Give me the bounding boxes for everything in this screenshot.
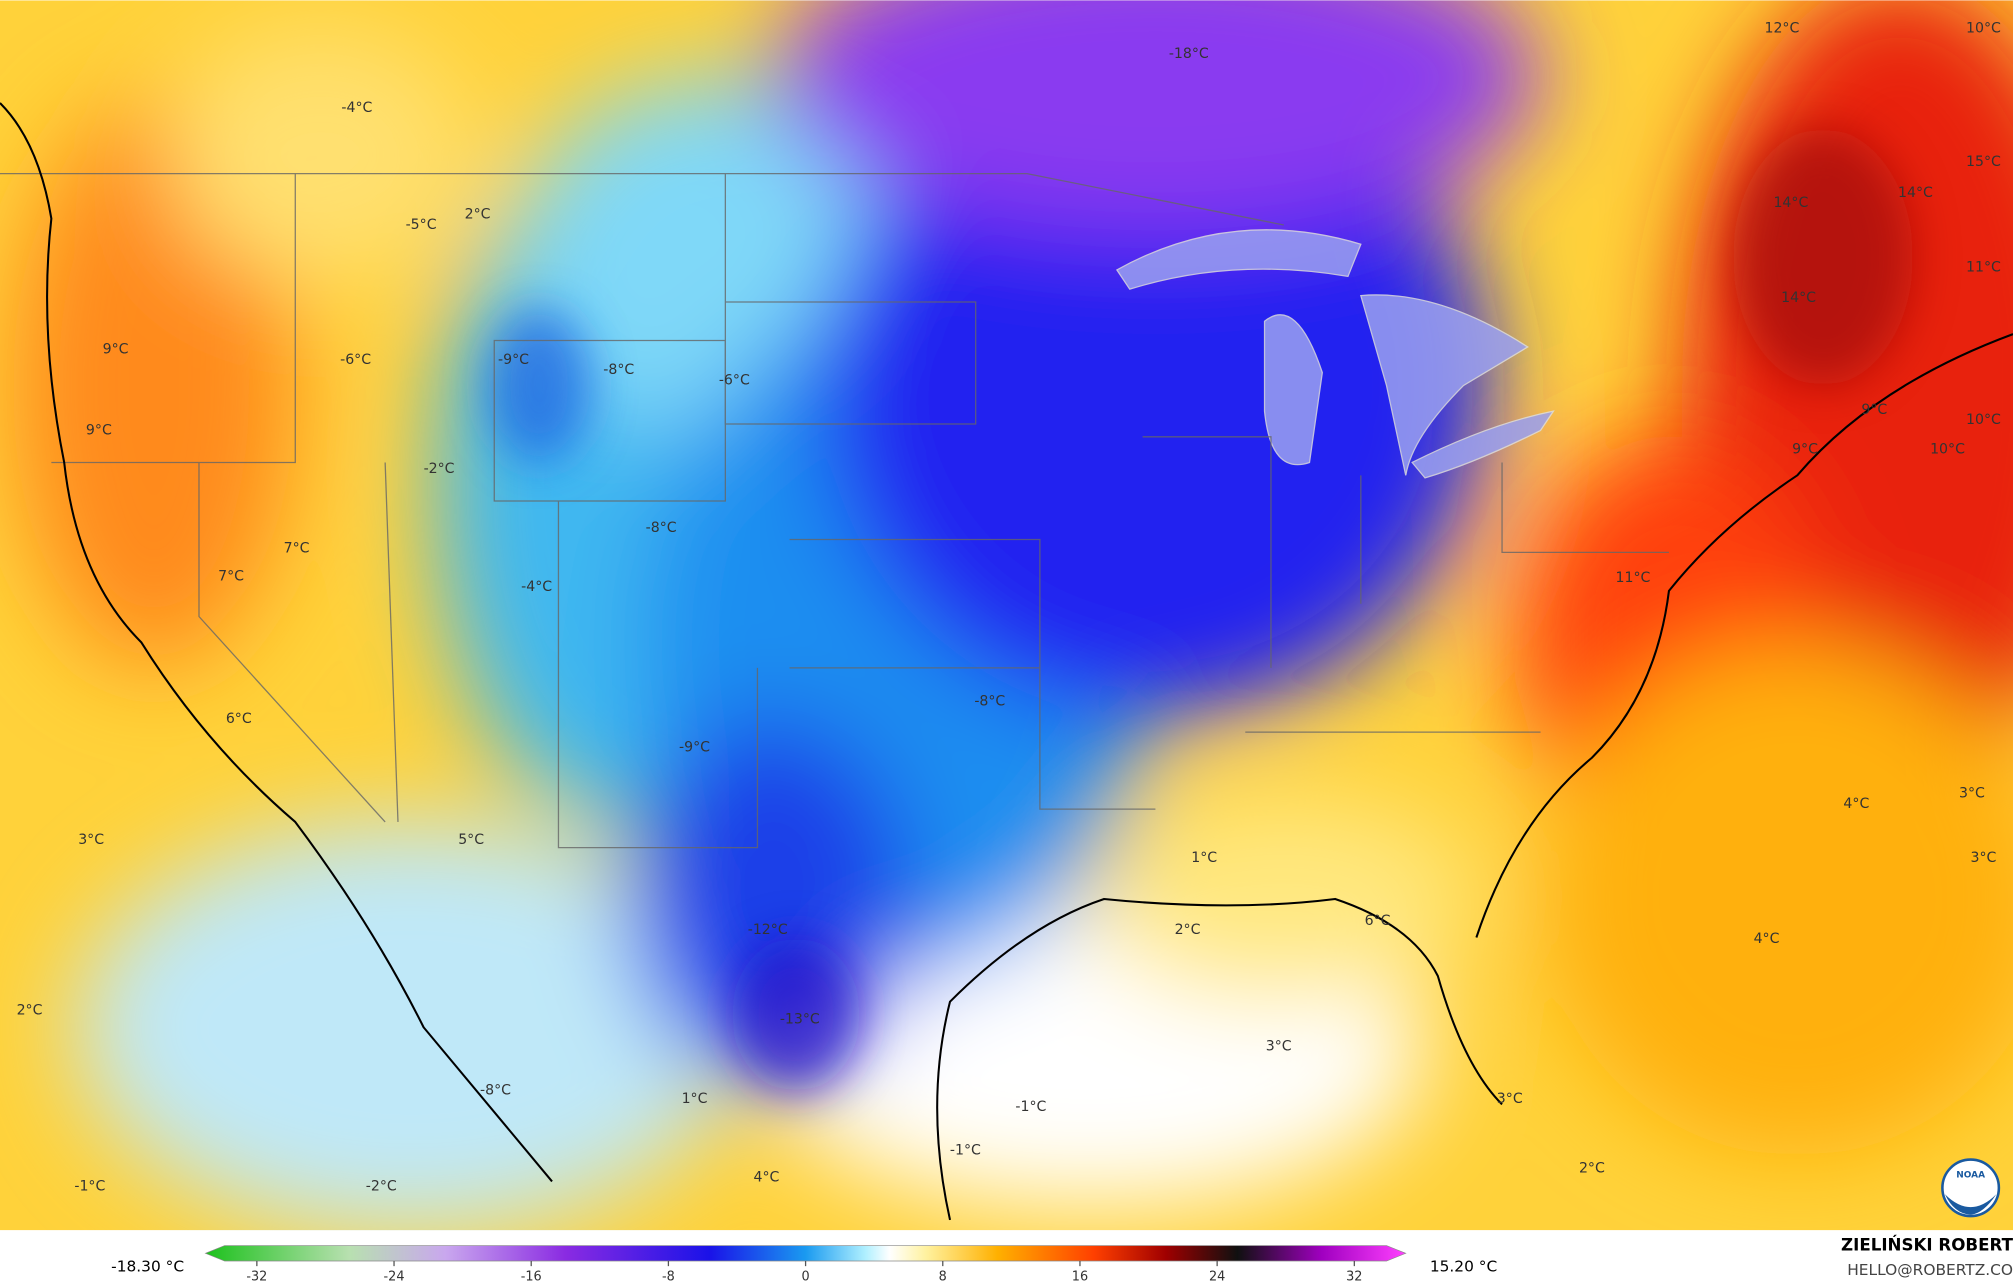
temperature-label: 10°C: [1930, 442, 1965, 458]
logo-text: NOAA: [1956, 1171, 1985, 1181]
temperature-label: 4°C: [1843, 796, 1869, 812]
colorbar-max: 15.20 °C: [1430, 1257, 1497, 1275]
coastlines: [0, 102, 2013, 1221]
temperature-label: 12°C: [1764, 21, 1799, 37]
temperature-label: -4°C: [521, 579, 552, 595]
temperature-label: 6°C: [226, 711, 252, 727]
temperature-label: -5°C: [406, 217, 437, 233]
temperature-label: -1°C: [1015, 1099, 1046, 1115]
colorbar-tick-label: -16: [521, 1269, 542, 1284]
temperature-label: -2°C: [366, 1179, 397, 1195]
colorbar-tick-label: 0: [801, 1269, 809, 1284]
temperature-label: 9°C: [1792, 442, 1818, 458]
temperature-field: [0, 0, 2013, 1231]
temperature-label: 14°C: [1773, 195, 1808, 211]
temperature-label: -9°C: [498, 352, 529, 368]
temperature-label: 14°C: [1781, 290, 1816, 306]
temperature-label: 10°C: [1966, 412, 2001, 428]
temperature-label: 5°C: [458, 832, 484, 848]
temperature-label: 3°C: [1266, 1039, 1292, 1055]
temperature-label: -6°C: [340, 352, 371, 368]
temperature-label: -18°C: [1169, 46, 1209, 62]
colorbar-tick-label: -24: [384, 1269, 405, 1284]
temperature-label: -8°C: [646, 520, 677, 536]
great-lakes: [1115, 229, 1555, 479]
colorbar-scale: [204, 1245, 1407, 1262]
temperature-label: 9°C: [1861, 402, 1887, 418]
noaa-logo: NOAA: [1941, 1158, 2001, 1218]
temperature-label: -6°C: [719, 372, 750, 388]
temperature-label: -13°C: [780, 1012, 820, 1028]
temperature-label: -8°C: [603, 362, 634, 378]
temperature-label: -1°C: [950, 1143, 981, 1159]
state-borders: [0, 172, 1669, 849]
temperature-label: 11°C: [1616, 570, 1651, 586]
colorbar-tick-label: 8: [939, 1269, 947, 1284]
temperature-label: -9°C: [679, 739, 710, 755]
colorbar-tick-label: -8: [662, 1269, 675, 1284]
temperature-label: 11°C: [1966, 259, 2001, 275]
temperature-label: 2°C: [465, 207, 491, 223]
colorbar-tick-label: 32: [1346, 1269, 1362, 1284]
temperature-label: 14°C: [1898, 185, 1933, 201]
temperature-label: 10°C: [1966, 21, 2001, 37]
credit-name: ZIELIŃSKI ROBERT: [1841, 1236, 2013, 1255]
colorbar-tick-label: 16: [1072, 1269, 1088, 1284]
temperature-label: 3°C: [1959, 786, 1985, 802]
temperature-label: 9°C: [86, 422, 112, 438]
temperature-label: 4°C: [753, 1170, 779, 1186]
temperature-label: -12°C: [748, 922, 788, 938]
colorbar-tick-label: -32: [246, 1269, 267, 1284]
temperature-label: 1°C: [682, 1091, 708, 1107]
credit-email: HELLO@ROBERTZ.CO: [1847, 1261, 2013, 1279]
colorbar: -18.30 °C 15.20 °C -32 -24 -16 -8 0 8 16 24 32: [111, 1245, 1497, 1284]
temperature-label: -8°C: [480, 1082, 511, 1098]
temperature-label: 3°C: [1497, 1091, 1523, 1107]
temperature-label: -4°C: [341, 100, 372, 116]
temperature-label: 3°C: [78, 832, 104, 848]
temperature-label: 7°C: [284, 540, 310, 556]
temperature-labels: -4°C 2°C -5°C -18°C 12°C 10°C 15°C 14°C 14°C 11°C…: [17, 21, 2001, 1195]
temperature-label: 9°C: [103, 342, 129, 358]
temperature-label: -2°C: [424, 461, 455, 477]
colorbar-tick-label: 24: [1209, 1269, 1225, 1284]
temperature-label: 2°C: [1175, 922, 1201, 938]
temperature-label: 4°C: [1754, 931, 1780, 947]
temperature-label: 1°C: [1191, 850, 1217, 866]
colorbar-ticks: -32 -24 -16 -8 0 8 16 24 32: [246, 1261, 1362, 1284]
colorbar-min: -18.30 °C: [111, 1257, 184, 1275]
temperature-label: 3°C: [1971, 850, 1997, 866]
temperature-label: -8°C: [974, 693, 1005, 709]
temperature-label: 2°C: [1579, 1161, 1605, 1177]
temperature-label: 2°C: [17, 1003, 43, 1019]
temperature-label: -1°C: [74, 1179, 105, 1195]
temperature-label: 6°C: [1365, 913, 1391, 929]
temperature-label: 7°C: [218, 569, 244, 585]
temperature-label: 15°C: [1966, 154, 2001, 170]
